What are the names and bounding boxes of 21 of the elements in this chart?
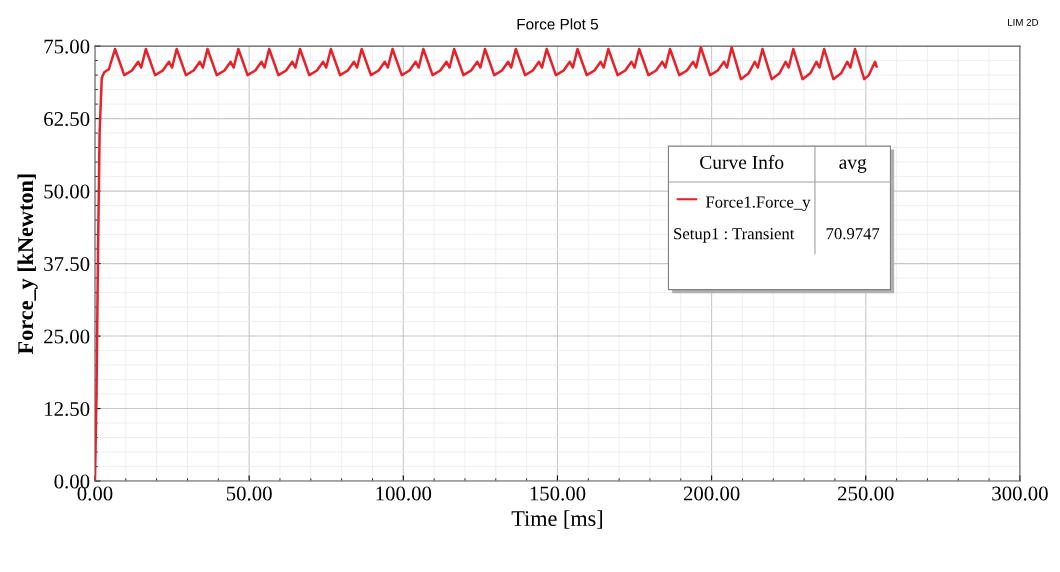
text: LIM 2D	[1008, 18, 1039, 26]
y-tick-label: 25.00	[44, 329, 90, 344]
legend-label: Force1.Force_y	[705, 196, 811, 212]
y-tick-label: 75.00	[44, 39, 90, 54]
x-tick-label: 50.00	[226, 486, 272, 501]
annotation: Setup1 : Transient	[674, 228, 795, 243]
annotation: 70.9747	[826, 228, 880, 240]
y-tick-label: 12.50	[45, 401, 90, 417]
x-tick-label: 150.00	[530, 486, 586, 501]
chart-title: Force Plot 5	[517, 18, 598, 30]
x-tick-label: 300.00	[992, 486, 1048, 501]
x-tick-label: 200.00	[683, 486, 740, 501]
x-tick-label: 100.00	[376, 486, 432, 501]
y-axis-title: Force_y [kNewton]	[17, 174, 38, 355]
y-tick-label: 37.50	[44, 256, 90, 272]
y-tick-label: 50.00	[44, 184, 90, 199]
x-axis-title: Time [ms]	[511, 510, 603, 529]
x-tick-label: 250.00	[838, 486, 894, 501]
annotation: avg	[839, 158, 867, 173]
annotation: Curve Info	[700, 155, 784, 169]
y-tick-label: 62.50	[44, 111, 90, 127]
